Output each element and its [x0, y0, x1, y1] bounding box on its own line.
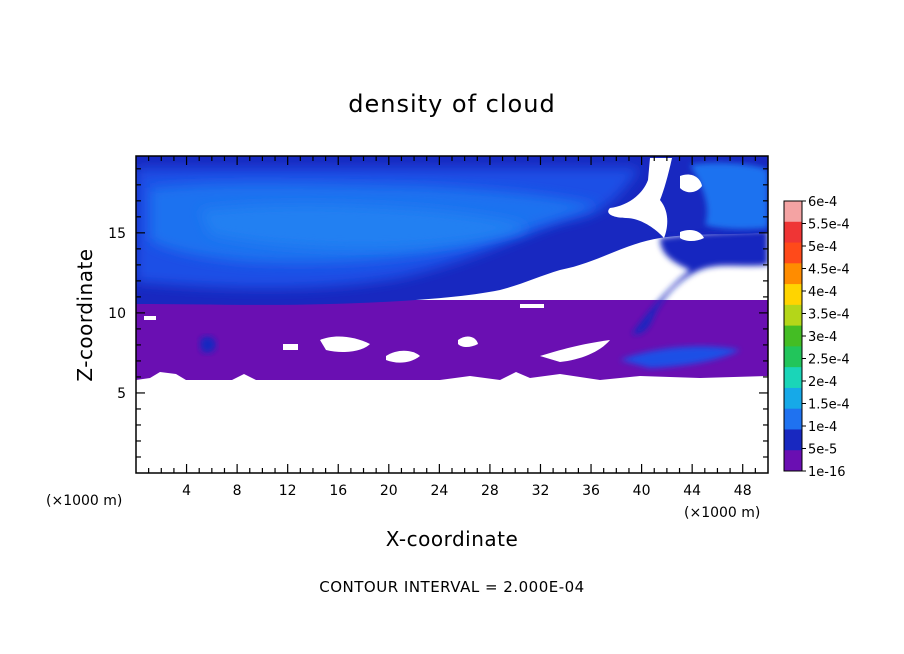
- cloud-free-region: [136, 372, 768, 473]
- colorbar-label: 5e-4: [808, 240, 837, 255]
- colorbar-label: 1e-16: [808, 465, 846, 480]
- x-tick-label: 40: [633, 483, 651, 499]
- y-ticks: 5 10 15: [108, 168, 768, 458]
- x-axis-label: X-coordinate: [386, 527, 519, 551]
- low-density-layer: [136, 300, 768, 382]
- y-tick-label: 10: [108, 306, 126, 322]
- colorbar: 6e-4 5.5e-4 5e-4 4.5e-4 4e-4 3.5e-4 3e-4 2.5e-4…: [783, 195, 850, 480]
- x-tick-label: 36: [582, 483, 600, 499]
- x-unit-label: (×1000 m): [46, 493, 122, 509]
- colorbar-swatch: [784, 346, 802, 368]
- colorbar-swatch: [784, 304, 802, 327]
- x-tick-label: 32: [532, 483, 550, 499]
- colorbar-swatch: [784, 201, 802, 223]
- x-tick-label: 4: [182, 483, 191, 499]
- colorbar-label: 5e-5: [808, 443, 837, 458]
- x-tick-label: 12: [279, 483, 297, 499]
- x-tick-label: 24: [430, 483, 448, 499]
- x-tick-label: 44: [683, 483, 701, 499]
- x-tick-label: 16: [329, 483, 347, 499]
- colorbar-swatch: [784, 284, 802, 306]
- y-tick-label: 5: [117, 386, 126, 402]
- colorbar-label: 1e-4: [808, 420, 837, 435]
- plot-area: [136, 156, 768, 473]
- colorbar-swatch: [784, 242, 802, 264]
- y-tick-label: 15: [108, 226, 126, 242]
- colorbar-label: 5.5e-4: [808, 218, 850, 233]
- colorbar-swatch: [784, 325, 802, 347]
- contour-interval-label: CONTOUR INTERVAL = 2.000E-04: [319, 578, 584, 596]
- x-tick-label: 48: [734, 483, 752, 499]
- colorbar-swatch: [784, 367, 802, 389]
- colorbar-swatch: [784, 408, 802, 430]
- x-ticks: 4 8 12 16 20 24 28 32 36 40 44 48: [148, 156, 756, 499]
- x-tick-label: 20: [380, 483, 398, 499]
- colorbar-label: 3e-4: [808, 330, 837, 345]
- colorbar-label: 1.5e-4: [808, 398, 850, 413]
- chart-title: density of cloud: [348, 90, 555, 118]
- colorbar-swatch: [784, 221, 802, 244]
- colorbar-swatch: [784, 263, 802, 285]
- colorbar-swatch: [784, 387, 802, 410]
- colorbar-swatch: [784, 429, 802, 451]
- colorbar-label: 4.5e-4: [808, 263, 850, 278]
- colorbar-label: 4e-4: [808, 285, 837, 300]
- x-tick-label: 8: [233, 483, 242, 499]
- colorbar-label: 3.5e-4: [808, 308, 850, 323]
- x-tick-label: 28: [481, 483, 499, 499]
- colorbar-label: 2e-4: [808, 375, 837, 390]
- colorbar-label: 6e-4: [808, 195, 837, 210]
- colorbar-label: 2.5e-4: [808, 353, 850, 368]
- y-axis-label: Z-coordinate: [73, 248, 97, 381]
- colorbar-swatch: [784, 450, 802, 472]
- x-unit-label-right: (×1000 m): [684, 505, 760, 521]
